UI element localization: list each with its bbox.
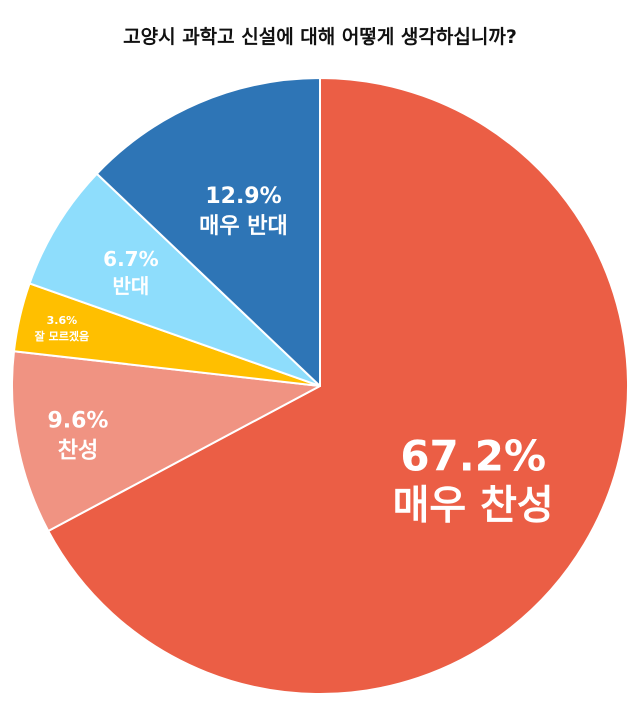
slice-category-label: 잘 모르겠음 <box>35 329 89 343</box>
pie-slice <box>95 77 321 387</box>
slice-category-label: 반대 <box>113 274 150 298</box>
pie-slice <box>11 350 321 532</box>
pie-slice <box>47 77 629 695</box>
slice-category-label: 찬성 <box>58 439 98 464</box>
slice-category-label: 매우 찬성 <box>393 482 554 528</box>
slice-value-label: 3.6% <box>47 314 78 327</box>
chart-title: 고양시 과학고 신설에 대해 어떻게 생각하십니까? <box>123 26 517 48</box>
slice-value-label: 6.7% <box>103 247 158 271</box>
slice-value-label: 9.6% <box>47 409 108 434</box>
slice-category-label: 매우 반대 <box>199 214 288 239</box>
pie-labels: 67.2%매우 찬성 9.6% 찬성 3.6% 잘 모르겠음 6.7% 반대 12.9% 매우 … <box>35 184 554 528</box>
slice-value-label: 67.2% <box>400 432 546 481</box>
pie-slices <box>11 77 629 695</box>
pie-slice <box>28 172 321 387</box>
slice-value-label: 12.9% <box>205 184 281 209</box>
